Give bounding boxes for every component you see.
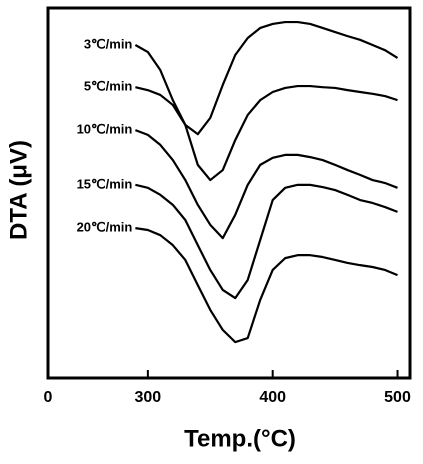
series-label: 10℃/min [77, 122, 133, 137]
x-tick-label: 0 [44, 389, 53, 406]
series-line [134, 20, 399, 136]
series-label: 3℃/min [84, 36, 133, 51]
series-line [135, 183, 398, 300]
plot-frame [46, 6, 412, 380]
series-label: 20℃/min [77, 220, 133, 235]
x-tick-label: 500 [384, 389, 411, 406]
series-line [134, 129, 398, 240]
x-tick-label: 300 [135, 389, 162, 406]
series-label: 5℃/min [84, 79, 133, 94]
y-axis-label: DTA (μV) [5, 140, 32, 240]
series-line [135, 84, 398, 182]
series-line [135, 227, 398, 344]
x-axis-label: Temp.(°C) [184, 425, 296, 452]
x-tick-label: 400 [259, 389, 286, 406]
series-label: 15℃/min [77, 176, 133, 191]
